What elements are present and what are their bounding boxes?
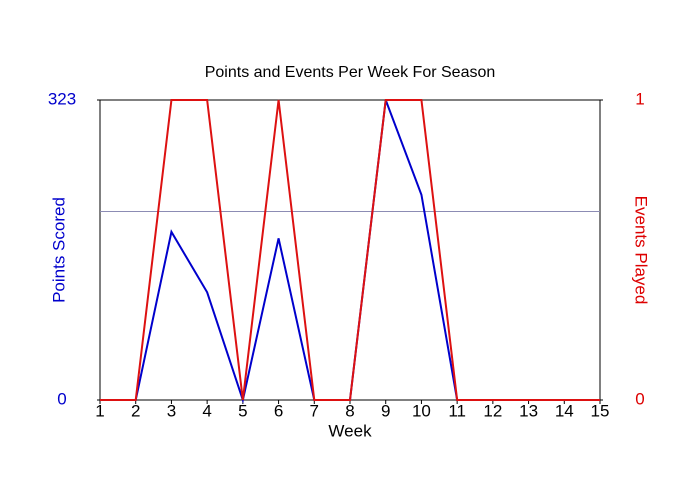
x-tick-label: 1 xyxy=(95,401,104,420)
x-tick-label: 10 xyxy=(412,401,431,420)
x-tick-label: 11 xyxy=(448,401,466,420)
x-tick-label: 9 xyxy=(381,401,390,420)
y2-tick-label: 0 xyxy=(635,389,644,408)
x-tick-label: 4 xyxy=(202,401,211,420)
series-line xyxy=(100,99,600,404)
x-tick-label: 12 xyxy=(483,401,502,420)
y-axis-label: Points Scored xyxy=(49,197,68,303)
x-axis-label: Week xyxy=(328,421,372,440)
x-tick-label: 2 xyxy=(131,401,140,420)
series-line xyxy=(100,99,600,401)
x-tick-label: 7 xyxy=(310,401,319,420)
x-tick-label: 5 xyxy=(238,401,247,420)
y-tick-label: 323 xyxy=(48,89,76,108)
x-tick-label: 8 xyxy=(345,401,354,420)
x-tick-label: 14 xyxy=(555,401,574,420)
y2-axis-label: Events Played xyxy=(632,196,651,305)
x-tick-label: 13 xyxy=(519,401,538,420)
x-tick-label: 6 xyxy=(274,401,283,420)
y2-tick-label: 1 xyxy=(635,89,644,108)
y-tick-label: 0 xyxy=(57,389,66,408)
plot-area xyxy=(99,99,601,401)
x-tick-label: 3 xyxy=(167,401,176,420)
chart-title: Points and Events Per Week For Season xyxy=(205,64,496,81)
x-tick-label: 15 xyxy=(591,401,610,420)
